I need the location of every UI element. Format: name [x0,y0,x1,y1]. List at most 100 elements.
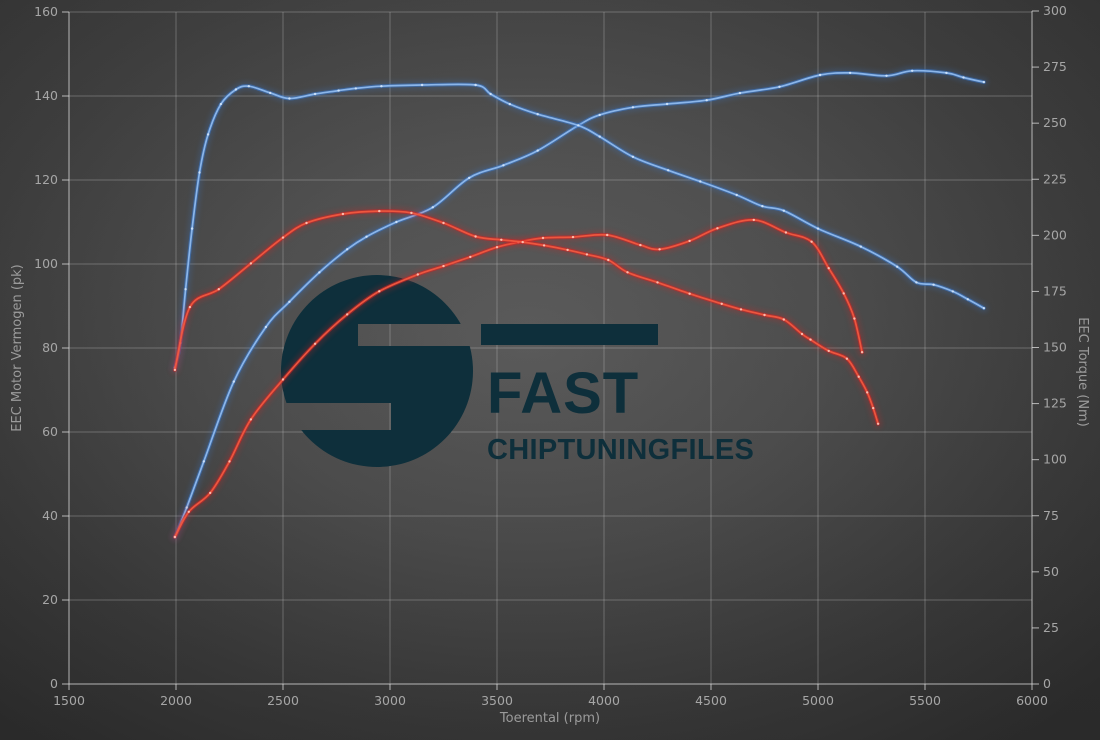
data-point-power-red [688,239,691,243]
data-point-torque-red [542,244,546,247]
data-point-torque-blue [816,227,820,230]
data-point-power-red [842,292,845,295]
logo-s-mark [281,275,473,467]
data-point-torque-red [474,235,477,238]
data-point-torque-red [866,391,869,394]
y-left-tick-label: 20 [42,592,58,607]
data-point-power-blue [346,248,349,251]
y-right-tick-label: 250 [1043,115,1067,130]
data-point-torque-blue [380,85,383,88]
data-point-power-blue [818,73,822,77]
data-point-power-red [853,317,856,320]
grid-layer [69,11,1032,684]
data-point-power-blue [232,380,235,383]
y-left-tick-label: 40 [42,508,58,523]
data-point-torque-blue [932,283,935,286]
data-point-power-blue [502,164,505,167]
data-point-power-red [541,236,545,240]
y-right-tick-label: 200 [1043,227,1067,242]
data-point-torque-blue [761,205,764,208]
curves-layer [170,66,989,542]
data-point-power-red [228,460,231,463]
data-point-torque-red [782,318,785,321]
data-point-power-red [827,267,830,270]
data-point-torque-blue [184,288,187,291]
data-point-power-red [416,273,419,276]
data-point-power-blue [982,80,986,84]
data-point-power-blue [318,271,321,274]
data-point-power-blue [598,113,601,117]
data-point-torque-red [607,258,610,262]
x-tick-label: 2000 [160,693,192,708]
data-point-power-red [346,313,349,316]
data-point-power-blue [536,149,539,152]
data-point-power-red [658,248,661,251]
data-point-torque-blue [219,102,223,106]
data-point-torque-blue [288,97,291,100]
curve-core-torque-blue [174,83,985,369]
y-left-tick-label: 120 [34,172,58,187]
data-point-torque-blue [577,124,580,127]
data-point-power-blue [468,176,471,180]
x-tick-label: 4500 [695,693,727,708]
data-point-power-red [752,218,755,222]
y-left-tick-label: 160 [34,4,58,19]
logo-overline-bar [481,324,658,345]
data-point-power-red [281,378,285,381]
data-point-power-red [495,246,499,249]
y-right-tick-label: 25 [1043,620,1059,635]
y-left-tick-label: 0 [50,676,58,691]
curve-power-blue [170,66,989,542]
y-right-tick-label: 50 [1043,564,1059,579]
data-point-torque-red [845,357,849,360]
x-tick-label: 3000 [374,693,406,708]
data-point-power-blue [631,106,635,109]
data-point-power-blue [264,325,268,329]
data-point-torque-blue [631,155,635,158]
data-point-power-blue [885,74,888,78]
data-point-torque-red [876,422,880,425]
data-point-torque-blue [508,102,511,106]
data-point-torque-blue [982,307,986,310]
data-point-power-blue [778,85,781,89]
logo-fast-text: FAST [487,361,639,426]
data-point-power-red [313,342,317,345]
data-point-torque-blue [667,169,670,172]
x-tick-label: 5000 [802,693,834,708]
data-point-torque-red [656,281,659,284]
data-point-torque-red [305,221,308,225]
x-tick-label: 6000 [1016,693,1048,708]
data-point-power-red [860,351,864,354]
data-point-power-red [173,535,177,539]
data-point-power-blue [848,71,852,75]
x-tick-label: 4000 [588,693,620,708]
y-right-tick-label: 75 [1043,508,1059,523]
data-point-torque-blue [735,193,738,197]
data-point-torque-red [585,253,589,256]
data-point-power-red [810,240,813,243]
logo-chiptuningfiles-text: CHIPTUNINGFILES [487,434,754,466]
data-point-power-blue [911,69,914,73]
y-right-tick-label: 125 [1043,396,1067,411]
data-point-torque-red [857,375,860,378]
fast-logo-watermark: FAST CHIPTUNINGFILES [281,275,754,467]
data-point-power-blue [365,235,368,238]
data-point-torque-red [217,288,220,291]
y-right-tick-label: 150 [1043,340,1067,355]
data-point-torque-blue [234,88,238,91]
data-point-torque-blue [966,298,969,301]
data-point-torque-red [739,308,743,311]
data-point-power-blue [945,71,948,75]
data-point-torque-red [688,292,691,295]
data-point-power-blue [705,99,708,102]
data-point-torque-blue [489,92,492,96]
data-point-power-red [442,264,445,268]
data-point-power-blue [431,206,434,209]
data-point-torque-red [281,236,285,239]
data-point-power-red [639,243,642,247]
data-point-torque-blue [190,227,194,230]
data-point-torque-blue [951,290,954,293]
curve-torque-red [170,206,883,429]
y-left-tick-label: 140 [34,88,58,103]
